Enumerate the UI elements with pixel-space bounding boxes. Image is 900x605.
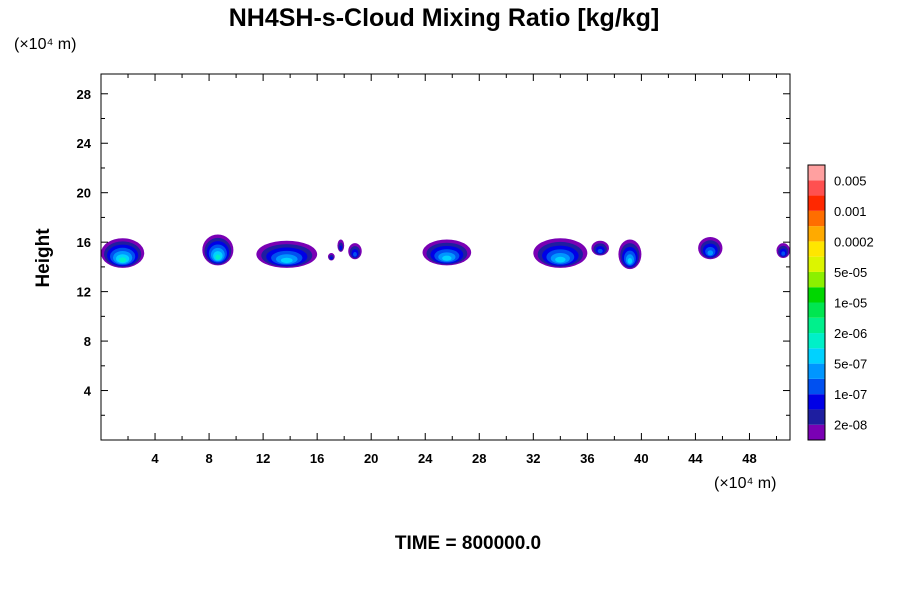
colorbar-label: 2e-06 <box>834 326 867 341</box>
cloud-contour <box>215 254 221 260</box>
y-tick-label: 4 <box>84 384 92 399</box>
x-tick-label: 12 <box>256 451 270 466</box>
colorbar-swatch <box>808 165 825 181</box>
cloud-field <box>101 234 790 270</box>
y-unit-label: (×10⁴ m) <box>14 36 76 53</box>
colorbar-swatch <box>808 409 825 425</box>
colorbar-swatch <box>808 302 825 318</box>
cloud-contour <box>555 256 566 263</box>
x-tick-label: 16 <box>310 451 324 466</box>
x-tick-label: 20 <box>364 451 378 466</box>
y-tick-label: 16 <box>77 235 91 250</box>
x-tick-label: 32 <box>526 451 540 466</box>
cloud-contour <box>442 255 452 261</box>
colorbar-label: 5e-07 <box>834 357 867 372</box>
colorbar-swatch <box>808 241 825 257</box>
chart-title: NH4SH-s-Cloud Mixing Ratio [kg/kg] <box>229 4 660 32</box>
colorbar-swatch <box>808 287 825 303</box>
x-tick-label: 40 <box>634 451 648 466</box>
colorbar-swatch <box>808 210 825 227</box>
colorbar-swatch <box>808 256 825 272</box>
x-tick-label: 36 <box>580 451 594 466</box>
y-tick-label: 20 <box>77 186 91 201</box>
x-unit-label: (×10⁴ m) <box>714 475 776 492</box>
x-tick-label: 4 <box>151 451 159 466</box>
x-tick-label: 44 <box>688 451 703 466</box>
colorbar-label: 0.001 <box>834 204 867 219</box>
colorbar-swatch <box>808 378 825 395</box>
time-label: TIME = 800000.0 <box>395 533 541 554</box>
colorbar-label: 1e-05 <box>834 296 867 311</box>
x-tick-label: 48 <box>742 451 756 466</box>
y-axis-label: Height <box>33 228 54 288</box>
colorbar-swatch <box>808 271 825 288</box>
colorbar-label: 5e-05 <box>834 265 867 280</box>
y-tick-label: 28 <box>77 87 91 102</box>
colorbar: 2e-08 1e-07 5e-07 2e-06 1e-05 5e-05 0.0002 0.00… <box>807 164 874 441</box>
cloud-contour <box>280 257 293 263</box>
cloud-contour <box>627 258 633 264</box>
y-tick-label: 24 <box>77 136 92 151</box>
colorbar-swatch <box>808 195 825 211</box>
colorbar-swatch <box>808 424 825 440</box>
cloud-contour <box>707 250 714 256</box>
x-tick-label: 28 <box>472 451 486 466</box>
y-tick-label: 8 <box>84 334 91 349</box>
colorbar-swatch <box>808 333 825 349</box>
colorbar-swatch <box>808 317 825 334</box>
colorbar-frame <box>807 164 826 441</box>
cloud-contour <box>339 245 343 251</box>
cloud-contour <box>781 251 786 256</box>
colorbar-swatch <box>808 363 825 379</box>
cloud-contour <box>330 256 333 260</box>
colorbar-label: 2e-08 <box>834 418 867 433</box>
colorbar-label: 0.0002 <box>834 234 874 249</box>
plot-frame <box>100 73 791 441</box>
x-tick-label: 24 <box>418 451 433 466</box>
colorbar-swatch <box>808 348 825 364</box>
colorbar-swatch <box>808 226 825 242</box>
colorbar-label: 1e-07 <box>834 387 867 402</box>
cloud-contour <box>597 248 603 254</box>
y-tick-label: 12 <box>77 285 91 300</box>
cloud-contour <box>119 257 127 263</box>
x-tick-label: 8 <box>205 451 212 466</box>
cloud-contour <box>353 252 357 257</box>
colorbar-label: 0.005 <box>834 173 867 188</box>
colorbar-swatch <box>808 180 825 196</box>
colorbar-swatch <box>808 394 825 410</box>
